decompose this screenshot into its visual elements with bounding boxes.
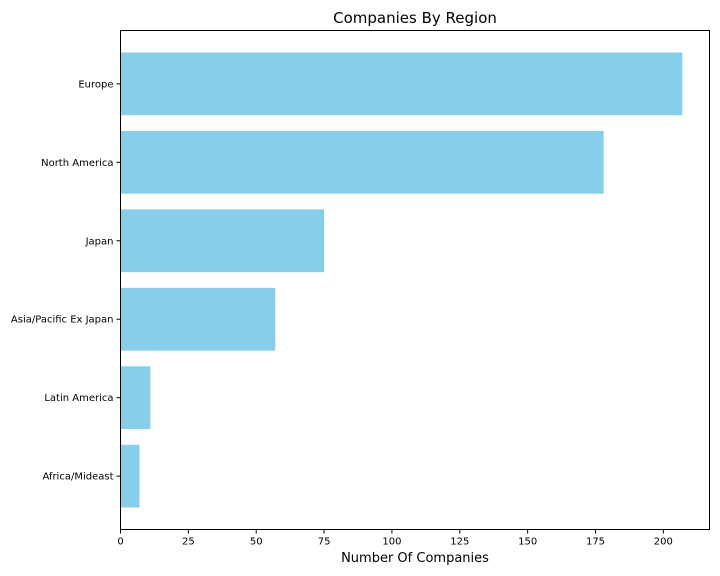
y-axis-ticks: Europe North America Japan Asia/Pacific Ex … bbox=[11, 79, 121, 483]
x-tick-label: 125 bbox=[450, 537, 469, 548]
x-axis-label: Number Of Companies bbox=[341, 551, 489, 566]
x-tick-label: 0 bbox=[117, 537, 123, 548]
y-tick-label: Latin America bbox=[44, 393, 113, 404]
y-tick-label: Japan bbox=[85, 236, 114, 247]
y-tick-label: North America bbox=[41, 158, 113, 169]
y-tick-label: Europe bbox=[78, 79, 113, 90]
x-tick-label: 200 bbox=[654, 537, 673, 548]
y-tick-label: Asia/Pacific Ex Japan bbox=[11, 315, 114, 326]
bar-africa-mideast bbox=[120, 444, 140, 508]
x-tick-label: 75 bbox=[318, 537, 331, 548]
x-tick-label: 150 bbox=[518, 537, 537, 548]
bar-europe bbox=[120, 52, 683, 116]
bar-japan bbox=[120, 209, 325, 273]
x-tick-label: 25 bbox=[182, 537, 195, 548]
chart-title: Companies By Region bbox=[333, 9, 497, 27]
plot-frame bbox=[120, 30, 710, 530]
x-tick-label: 50 bbox=[250, 537, 263, 548]
x-tick-label: 175 bbox=[586, 537, 605, 548]
bar-latin-america bbox=[120, 366, 151, 430]
x-tick-label: 100 bbox=[382, 537, 401, 548]
y-tick-label: Africa/Mideast bbox=[42, 472, 113, 483]
bar-asia-pacific-ex-japan bbox=[120, 287, 276, 351]
bars-group bbox=[120, 52, 683, 508]
x-axis-ticks: 0 25 50 75 100 125 150 175 200 bbox=[117, 529, 673, 548]
bar-north-america bbox=[120, 130, 604, 194]
